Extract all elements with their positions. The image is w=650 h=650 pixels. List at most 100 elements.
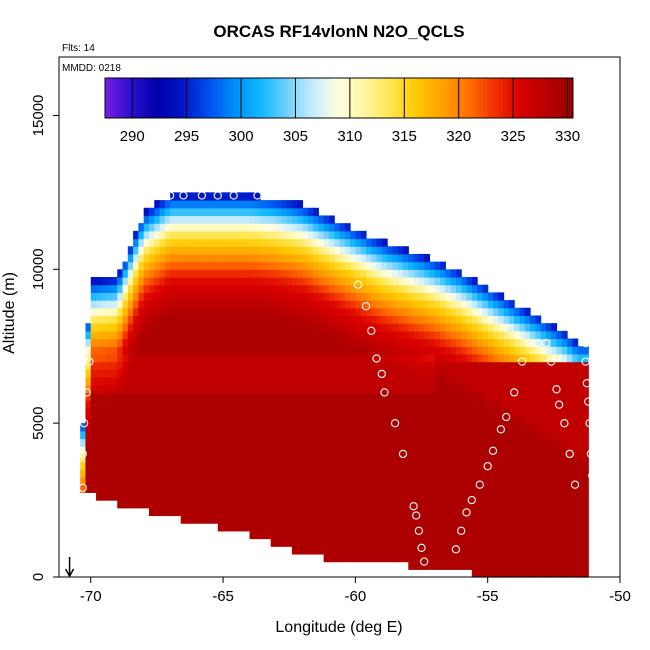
heatmap-cell — [545, 361, 552, 370]
heatmap-cell — [551, 361, 558, 370]
heatmap-cell — [556, 469, 563, 478]
heatmap-cell — [582, 423, 589, 432]
heatmap-cell — [418, 400, 425, 409]
heatmap-cell — [408, 353, 415, 363]
heatmap-cell — [545, 384, 552, 393]
heatmap-cell — [323, 484, 330, 493]
heatmap-cell — [191, 423, 198, 432]
heatmap-cell — [133, 230, 139, 240]
heatmap-cell — [291, 246, 298, 255]
heatmap-cell — [170, 315, 177, 324]
heatmap-cell — [302, 500, 309, 509]
heatmap-cell — [455, 323, 462, 332]
heatmap-cell — [260, 269, 266, 278]
heatmap-cell — [355, 330, 362, 340]
heatmap-cell — [164, 300, 171, 309]
heatmap-cell — [291, 400, 298, 409]
heatmap-cell — [445, 507, 452, 517]
heatmap-cell — [148, 261, 155, 270]
heatmap-cell — [270, 400, 277, 409]
heatmap-cell — [355, 307, 362, 317]
heatmap-cell — [498, 484, 505, 493]
heatmap-cell — [207, 446, 214, 455]
heatmap-cell — [191, 469, 198, 478]
heatmap-cell — [106, 392, 113, 401]
heatmap-cell — [265, 384, 272, 393]
heatmap-cell — [217, 292, 224, 301]
heatmap-cell — [334, 500, 341, 509]
heatmap-cell — [223, 253, 229, 263]
heatmap-cell — [159, 438, 166, 447]
colorbar-segment — [370, 78, 375, 118]
heatmap-cell — [270, 292, 277, 301]
heatmap-cell — [127, 361, 134, 370]
heatmap-cell — [328, 277, 335, 286]
heatmap-cell — [328, 215, 335, 224]
heatmap-cell — [392, 446, 399, 455]
heatmap-cell — [461, 515, 468, 524]
heatmap-cell — [154, 361, 161, 370]
heatmap-cell — [175, 246, 182, 255]
heatmap-cell — [159, 238, 166, 247]
sample-point — [547, 357, 556, 366]
heatmap-cell — [191, 330, 198, 340]
heatmap-cell — [302, 207, 309, 217]
heatmap-cell — [249, 377, 256, 386]
heatmap-cell — [117, 500, 124, 509]
heatmap-cell — [138, 307, 145, 317]
heatmap-cell — [530, 338, 536, 347]
heatmap-cell — [96, 346, 102, 355]
heatmap-cell — [302, 361, 309, 370]
heatmap-cell — [556, 353, 563, 363]
heatmap-cell — [201, 215, 208, 224]
sample-point — [533, 339, 543, 348]
heatmap-cell — [133, 438, 139, 447]
heatmap-cell — [117, 300, 124, 309]
heatmap-cell — [323, 492, 330, 501]
heatmap-cell — [133, 446, 139, 455]
heatmap-cell — [376, 392, 383, 401]
heatmap-cell — [535, 553, 542, 563]
heatmap-cell — [429, 546, 436, 555]
heatmap-cell — [397, 277, 404, 286]
heatmap-cell — [371, 292, 378, 301]
heatmap-cell — [228, 192, 235, 201]
heatmap-cell — [297, 307, 304, 317]
heatmap-cell — [101, 323, 108, 332]
heatmap-cell — [545, 423, 552, 432]
heatmap-cell — [545, 430, 552, 440]
heatmap-cell — [307, 238, 314, 247]
heatmap-cell — [514, 323, 521, 332]
heatmap-cell — [545, 353, 552, 363]
heatmap-cell — [323, 300, 330, 309]
heatmap-cell — [249, 192, 256, 201]
heatmap-cell — [307, 246, 314, 255]
heatmap-cell — [318, 323, 325, 332]
heatmap-cell — [551, 423, 558, 432]
heatmap-cell — [244, 407, 251, 417]
heatmap-cell — [503, 453, 510, 463]
heatmap-cell — [96, 369, 102, 378]
heatmap-cell — [244, 269, 251, 278]
colorbar-segment — [514, 78, 519, 118]
heatmap-cell — [376, 415, 383, 424]
heatmap-cell — [387, 261, 394, 270]
heatmap-cell — [328, 246, 335, 255]
heatmap-cell — [170, 369, 177, 378]
heatmap-cell — [445, 538, 452, 547]
heatmap-cell — [545, 453, 552, 463]
heatmap-cell — [487, 377, 494, 386]
heatmap-cell — [551, 323, 558, 332]
heatmap-cell — [223, 515, 229, 524]
heatmap-cell — [365, 261, 372, 270]
heatmap-cell — [143, 500, 150, 509]
heatmap-cell — [238, 330, 245, 340]
heatmap-cell — [461, 492, 468, 501]
heatmap-cell — [450, 284, 457, 293]
heatmap-cell — [191, 361, 198, 370]
heatmap-cell — [186, 407, 192, 417]
heatmap-cell — [106, 446, 113, 455]
heatmap-cell — [133, 500, 139, 509]
heatmap-cell — [450, 538, 457, 547]
heatmap-cell — [466, 546, 473, 555]
